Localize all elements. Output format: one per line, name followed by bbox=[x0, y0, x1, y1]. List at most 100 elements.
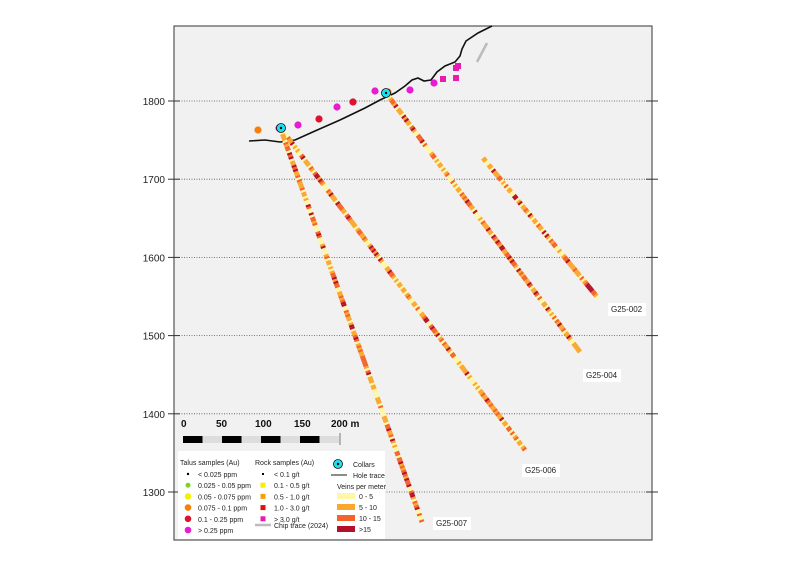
talus-sample[interactable] bbox=[294, 121, 302, 129]
talus-swatch bbox=[184, 526, 192, 534]
vein-interval bbox=[296, 150, 302, 155]
vein-interval bbox=[570, 339, 576, 345]
scale-label: 100 bbox=[255, 419, 272, 430]
vein-interval bbox=[532, 219, 539, 225]
vein-interval bbox=[311, 220, 317, 225]
y-tick-label: 1800 bbox=[143, 97, 166, 108]
talus-label: 0.05 - 0.075 ppm bbox=[198, 494, 251, 501]
vein-interval bbox=[339, 206, 345, 212]
vein-interval bbox=[512, 434, 518, 440]
vein-interval bbox=[542, 302, 548, 308]
rock-sample[interactable] bbox=[440, 76, 446, 82]
vein-interval bbox=[524, 209, 530, 215]
vein-interval bbox=[498, 244, 505, 250]
rock-sample[interactable] bbox=[455, 63, 461, 69]
vein-interval bbox=[331, 195, 337, 201]
vein-interval bbox=[485, 161, 491, 167]
vein-interval bbox=[493, 171, 499, 177]
vein-interval bbox=[374, 396, 381, 401]
legend: Talus samples (Au) < 0.025 ppm 0.025 - 0.… bbox=[178, 451, 387, 539]
vein-interval bbox=[280, 133, 286, 138]
vein-interval bbox=[380, 411, 386, 415]
vein-interval bbox=[396, 456, 402, 461]
vein-interval bbox=[547, 309, 553, 315]
talus-sample[interactable] bbox=[254, 126, 262, 134]
rock-swatch bbox=[260, 516, 266, 522]
y-tick-label: 1500 bbox=[143, 332, 166, 343]
vein-interval bbox=[482, 223, 489, 229]
vein-interval bbox=[509, 190, 515, 196]
talus-sample[interactable] bbox=[371, 87, 379, 95]
talus-sample[interactable] bbox=[430, 79, 438, 87]
vein-interval bbox=[486, 163, 492, 169]
vein-interval bbox=[305, 162, 311, 168]
drill-hole-g25-002[interactable] bbox=[481, 156, 600, 300]
vein-interval bbox=[507, 427, 513, 433]
vein-interval bbox=[388, 434, 394, 438]
vein-interval bbox=[289, 141, 295, 147]
vein-interval bbox=[289, 158, 295, 162]
vein-interval bbox=[376, 255, 382, 261]
vein-interval bbox=[523, 207, 529, 213]
vein-interval bbox=[399, 112, 406, 118]
vein-label: 10 - 15 bbox=[359, 516, 381, 523]
talus-swatch bbox=[184, 515, 192, 523]
vein-interval bbox=[492, 408, 498, 413]
vein-label: >15 bbox=[359, 527, 371, 534]
vein-interval bbox=[488, 402, 494, 408]
vein-interval bbox=[369, 246, 375, 252]
vein-interval bbox=[372, 390, 379, 395]
vein-interval bbox=[319, 243, 326, 247]
vein-interval bbox=[406, 483, 412, 488]
drill-hole-g25-004[interactable] bbox=[383, 91, 583, 354]
vein-interval bbox=[440, 167, 447, 173]
talus-sample[interactable] bbox=[349, 98, 357, 106]
vein-interval bbox=[377, 257, 383, 262]
vein-interval bbox=[300, 155, 306, 161]
rock-sample[interactable] bbox=[453, 75, 459, 81]
vein-interval bbox=[381, 262, 387, 268]
vein-interval bbox=[546, 236, 553, 242]
vein-interval bbox=[484, 397, 490, 403]
scale-segment bbox=[261, 436, 281, 443]
vein-interval bbox=[415, 510, 422, 515]
vein-interval bbox=[580, 277, 586, 283]
vein-interval bbox=[471, 207, 477, 213]
vein-interval bbox=[516, 439, 522, 445]
vein-interval bbox=[405, 119, 411, 125]
vein-interval bbox=[326, 261, 332, 266]
vein-interval bbox=[299, 153, 305, 159]
vein-interval bbox=[503, 183, 509, 189]
vein-interval bbox=[372, 250, 378, 255]
talus-swatch bbox=[184, 504, 192, 511]
talus-sample[interactable] bbox=[315, 115, 323, 123]
vein-interval bbox=[472, 209, 478, 215]
vein-interval bbox=[558, 250, 564, 256]
hole-label: G25-006 bbox=[525, 466, 557, 475]
rock-label: 0.1 - 0.5 g/t bbox=[274, 483, 309, 490]
vein-interval bbox=[469, 206, 476, 211]
chip-trace-label: Chip trace (2024) bbox=[274, 523, 328, 530]
vein-interval bbox=[543, 304, 550, 310]
vein-interval bbox=[476, 214, 482, 220]
vein-interval bbox=[433, 330, 439, 336]
vein-interval bbox=[329, 193, 335, 199]
talus-sample[interactable] bbox=[406, 86, 414, 94]
vein-interval bbox=[348, 218, 354, 224]
vein-interval bbox=[344, 213, 350, 219]
vein-interval bbox=[421, 315, 427, 320]
talus-sample[interactable] bbox=[333, 103, 341, 111]
vein-interval bbox=[437, 336, 443, 341]
vein-interval bbox=[379, 258, 385, 264]
drill-hole-g25-007[interactable] bbox=[278, 129, 425, 523]
vein-interval bbox=[420, 313, 426, 319]
vein-interval bbox=[338, 295, 344, 299]
vein-interval bbox=[533, 290, 539, 296]
vein-interval bbox=[456, 188, 462, 194]
vein-interval bbox=[500, 180, 506, 186]
vein-interval bbox=[290, 162, 297, 167]
vein-interval bbox=[521, 446, 527, 452]
vein-interval bbox=[312, 222, 318, 227]
drill-hole-g25-006[interactable] bbox=[283, 132, 527, 452]
vein-interval bbox=[361, 359, 367, 364]
